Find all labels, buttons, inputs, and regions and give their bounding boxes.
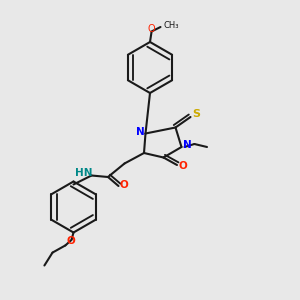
Text: N: N [136,127,145,137]
Text: HN: HN [75,168,93,178]
Text: CH₃: CH₃ [164,21,179,30]
Text: O: O [178,161,187,171]
Text: O: O [67,236,76,247]
Text: N: N [183,140,192,150]
Text: O: O [148,23,155,34]
Text: S: S [192,109,200,119]
Text: O: O [119,180,128,190]
